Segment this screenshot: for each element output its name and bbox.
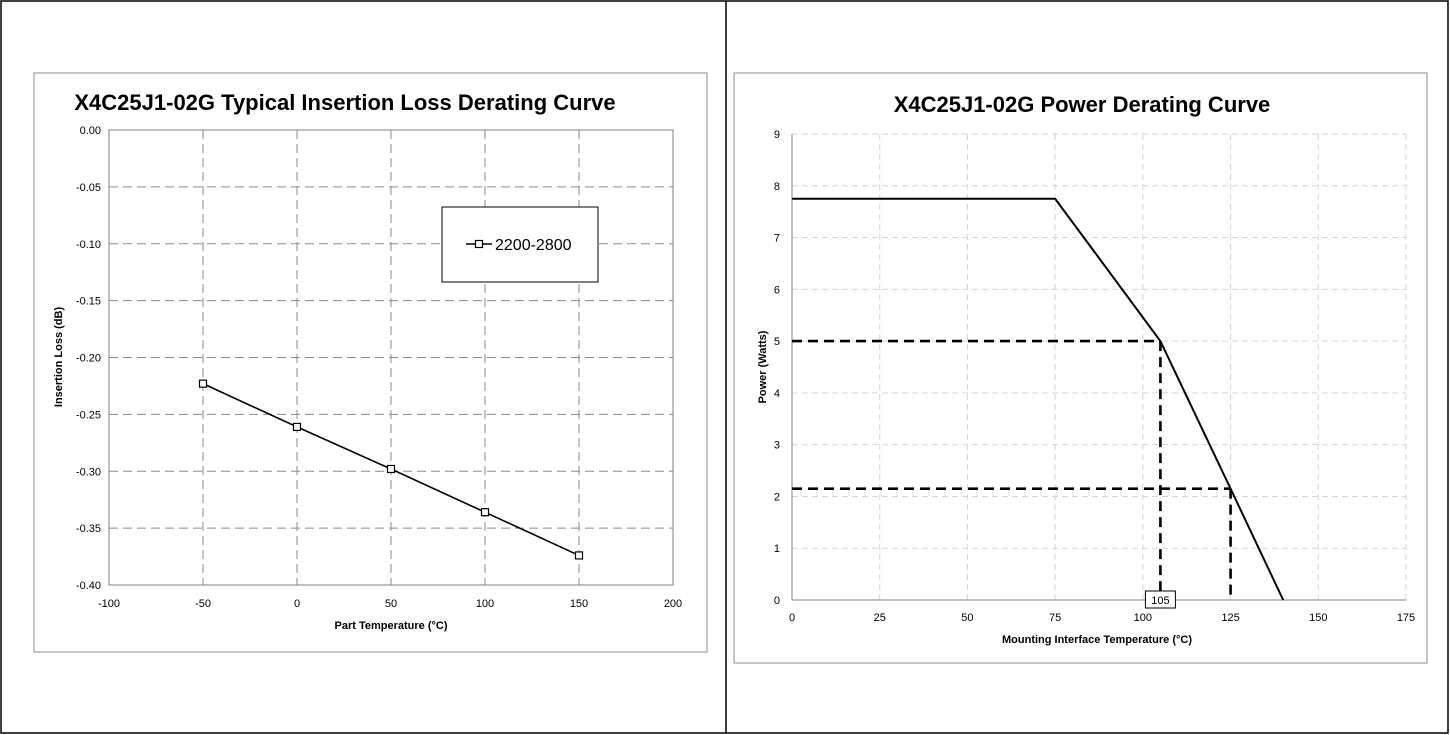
chart2-x-tick-labels: 0 25 50 75 100 125 150 175 <box>789 612 1415 624</box>
chart1-data-point <box>480 508 490 517</box>
chart1-plot-frame <box>108 129 674 586</box>
chart2-x-tick: 0 <box>789 612 795 624</box>
chart1-x-tick: 50 <box>385 598 397 610</box>
chart1-x-tick: 200 <box>664 598 682 610</box>
chart1-data-point <box>198 379 208 388</box>
chart1-y-tick-labels: 0.00 -0.05 -0.10 -0.15 -0.20 -0.25 -0.30 -0.35 -… <box>76 125 101 592</box>
chart1-gridlines <box>109 130 673 585</box>
chart2-annotation-box <box>1144 590 1176 609</box>
chart2-reference-lines <box>792 339 1232 600</box>
chart2-series-line <box>792 197 1285 601</box>
chart2-x-tick: 175 <box>1397 612 1415 624</box>
chart1-x-tick: 150 <box>570 598 588 610</box>
chart-insertion-loss: X4C25J1-02G Typical Insertion Loss Derat… <box>33 72 708 653</box>
chart1-legend-marker <box>474 239 484 249</box>
chart1-y-tick: -0.10 <box>76 239 101 251</box>
chart1-x-tick: 0 <box>294 598 300 610</box>
chart1-series <box>198 379 584 560</box>
chart1-y-tick: -0.35 <box>76 523 101 535</box>
chart2-x-tick: 25 <box>874 612 886 624</box>
chart2-x-tick: 125 <box>1221 612 1239 624</box>
chart1-legend: 2200-2800 <box>441 206 599 283</box>
chart2-x-axis-label: Mounting Interface Temperature (°C) <box>1002 634 1192 646</box>
chart1-y-tick: -0.40 <box>76 580 101 592</box>
chart1-y-tick: -0.25 <box>76 409 101 421</box>
chart1-y-tick: -0.30 <box>76 466 101 478</box>
chart2-y-axis-label: Power (Watts) <box>757 330 769 403</box>
chart2-y-tick: 5 <box>774 336 780 348</box>
chart2-x-tick: 100 <box>1134 612 1152 624</box>
chart1-x-tick: 100 <box>476 598 494 610</box>
chart2-y-tick: 8 <box>774 181 780 193</box>
chart2-x-tick: 50 <box>961 612 973 624</box>
chart2-y-tick: 9 <box>774 129 780 141</box>
chart2-annotations: 105 <box>1144 590 1176 609</box>
chart1-title: X4C25J1-02G Typical Insertion Loss Derat… <box>74 90 615 115</box>
chart1-x-axis-label: Part Temperature (°C) <box>335 620 448 632</box>
chart2-y-tick-labels: 0 1 2 3 4 5 6 7 8 9 <box>774 129 780 607</box>
chart1-y-tick: -0.20 <box>76 353 101 365</box>
chart1-x-tick-labels: -100 -50 0 50 100 150 200 <box>98 598 682 610</box>
chart2-y-tick: 7 <box>774 233 780 245</box>
chart2-area <box>733 72 1428 664</box>
chart1-y-tick: 0.00 <box>80 125 101 137</box>
chart2-series <box>792 197 1285 601</box>
chart1-legend-label: 2200-2800 <box>495 237 572 254</box>
chart1-y-axis-label: Insertion Loss (dB) <box>53 307 65 408</box>
chart-power-derating: X4C25J1-02G Power Derating Curve 0 1 2 3 4 5 6… <box>733 72 1428 664</box>
chart2-annotation-label: 105 <box>1151 595 1169 607</box>
chart2-x-tick: 75 <box>1049 612 1061 624</box>
chart2-y-tick: 6 <box>774 284 780 296</box>
chart2-y-tick: 4 <box>774 388 780 400</box>
chart1-data-point <box>386 464 396 474</box>
chart2-y-tick: 2 <box>774 491 780 503</box>
chart1-data-point <box>292 422 302 431</box>
chart2-x-tick: 150 <box>1309 612 1327 624</box>
chart2-y-tick: 1 <box>774 543 780 555</box>
chart1-y-tick: -0.15 <box>76 296 101 308</box>
chart2-y-tick: 0 <box>774 595 780 607</box>
chart1-x-tick: -50 <box>195 598 211 610</box>
chart2-y-tick: 3 <box>774 440 780 452</box>
chart1-y-tick: -0.05 <box>76 182 101 194</box>
chart1-x-tick: -100 <box>98 598 120 610</box>
chart2-title: X4C25J1-02G Power Derating Curve <box>894 92 1271 117</box>
chart1-data-point <box>574 551 584 560</box>
chart1-area <box>33 72 708 653</box>
